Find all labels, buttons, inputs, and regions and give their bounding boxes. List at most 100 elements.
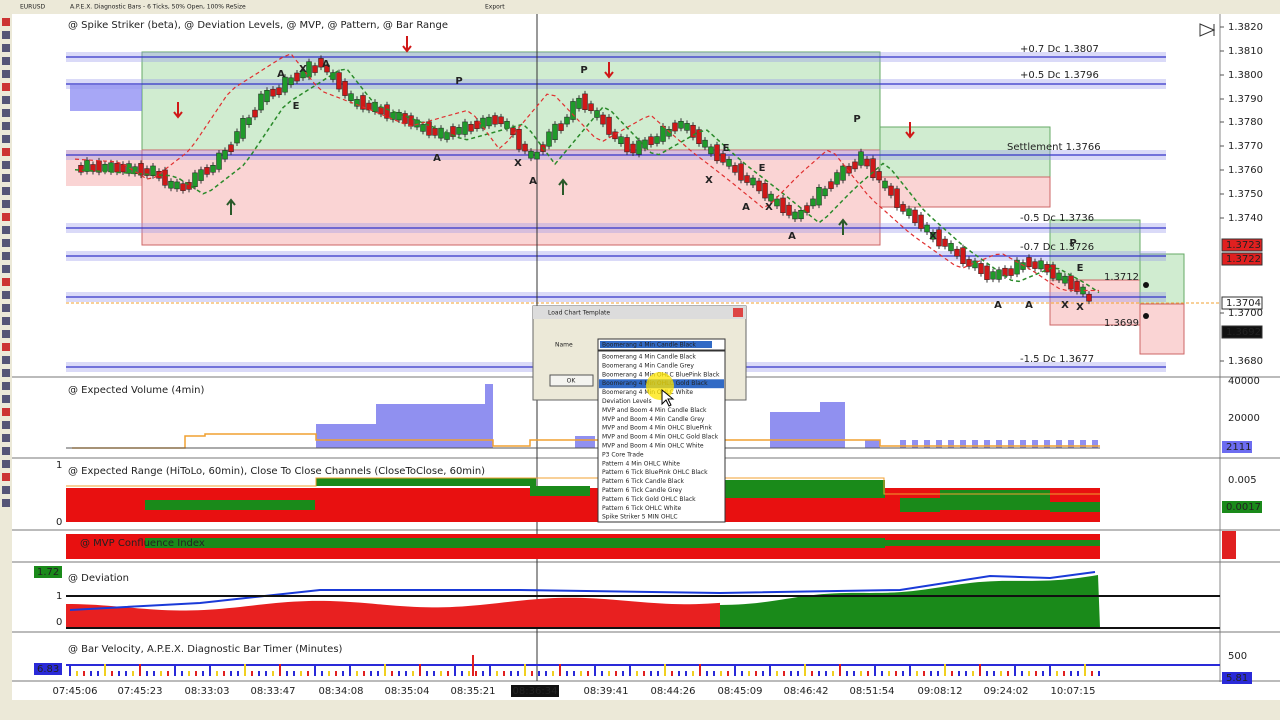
tool-icon[interactable] [2, 369, 10, 377]
candle [492, 115, 498, 125]
candle [486, 116, 492, 127]
tool-icon[interactable] [2, 96, 10, 104]
template-option[interactable]: MVP and Boom 4 Min OHLC Gold Black [602, 434, 719, 441]
candle [912, 209, 918, 224]
tool-icon[interactable] [2, 421, 10, 429]
tool-icon[interactable] [2, 18, 10, 26]
scroll-end-icon[interactable] [1199, 23, 1216, 37]
template-option[interactable]: MVP and Boom 4 Min OHLC White [602, 443, 704, 450]
candle [390, 112, 396, 120]
tool-icon[interactable] [2, 317, 10, 325]
time-label: 08:35:04 [385, 686, 430, 697]
tool-icon[interactable] [2, 291, 10, 299]
deviation-area [720, 575, 1100, 628]
candle [498, 116, 504, 125]
tool-icon[interactable] [2, 213, 10, 221]
template-option[interactable]: Boomerang 4 Min Candle Black [602, 354, 696, 361]
export-menu[interactable]: Export [485, 4, 505, 11]
template-option[interactable]: Pattern 6 Tick Candle Black [602, 478, 685, 485]
tool-icon[interactable] [2, 434, 10, 442]
tool-icon[interactable] [2, 304, 10, 312]
tool-icon[interactable] [2, 330, 10, 338]
candle [570, 101, 576, 120]
tool-icon[interactable] [2, 109, 10, 117]
volume-bar [865, 440, 880, 448]
tool-icon[interactable] [2, 265, 10, 273]
candle [684, 123, 690, 131]
tool-icon[interactable] [2, 44, 10, 52]
template-option[interactable]: Pattern 6 Tick Candle Grey [602, 487, 682, 494]
candle [780, 197, 786, 213]
panel-title: @ Expected Range (HiToLo, 60min), Close … [68, 466, 485, 477]
tool-icon[interactable] [2, 460, 10, 468]
template-option[interactable]: MVP and Boom 4 Min Candle Black [602, 407, 707, 414]
template-option[interactable]: Pattern 4 Min OHLC White [602, 460, 680, 467]
tool-icon[interactable] [2, 499, 10, 507]
tool-icon[interactable] [2, 57, 10, 65]
tool-icon[interactable] [2, 486, 10, 494]
ok-button[interactable] [549, 374, 594, 387]
tool-icon[interactable] [2, 252, 10, 260]
tool-icon[interactable] [2, 122, 10, 130]
value-tag [1222, 441, 1252, 453]
candle [858, 151, 864, 166]
template-option[interactable]: P3 Core Trade [602, 451, 644, 458]
template-option[interactable]: Deviation Levels [602, 398, 652, 405]
tool-icon[interactable] [2, 31, 10, 39]
candle [1020, 262, 1026, 270]
tool-icon[interactable] [2, 161, 10, 169]
template-option[interactable]: Boomerang 4 Min Candle Grey [602, 362, 694, 369]
template-option[interactable]: Pattern 6 Tick OHLC White [602, 505, 681, 512]
value-tag [34, 566, 62, 578]
tool-icon[interactable] [2, 356, 10, 364]
tool-icon[interactable] [2, 447, 10, 455]
candle [612, 131, 618, 140]
left-axis-label: 1 [56, 460, 62, 471]
tool-icon[interactable] [2, 278, 10, 286]
tool-icon[interactable] [2, 70, 10, 78]
candle [102, 163, 108, 172]
candle [396, 111, 402, 121]
candle [846, 165, 852, 174]
tool-icon[interactable] [2, 473, 10, 481]
template-option[interactable]: MVP and Boom 4 Min OHLC BluePink [602, 425, 712, 432]
tool-icon[interactable] [2, 382, 10, 390]
pattern-marker: P [1069, 238, 1076, 249]
candle [804, 205, 810, 213]
candle [702, 139, 708, 148]
candle [534, 151, 540, 160]
candle [720, 153, 726, 163]
tool-icon[interactable] [2, 395, 10, 403]
volume-bar [936, 440, 942, 448]
volume-bar [1068, 440, 1074, 448]
pattern-marker: A [529, 176, 537, 187]
tool-icon[interactable] [2, 187, 10, 195]
template-option[interactable]: Pattern 6 Tick BluePink OHLC Black [602, 469, 708, 476]
candle [888, 185, 894, 196]
tool-icon[interactable] [2, 148, 10, 156]
time-label: 09:08:12 [918, 686, 963, 697]
axis-label: 20000 [1228, 413, 1260, 424]
close-button[interactable] [733, 308, 743, 317]
value-tag-label: 6.83 [37, 664, 59, 675]
volume-bar [445, 404, 485, 448]
template-option[interactable]: Spike Striker 5 MIN OHLC [602, 514, 678, 521]
candle [222, 150, 228, 160]
tool-icon[interactable] [2, 174, 10, 182]
candle [288, 77, 294, 86]
tool-icon[interactable] [2, 135, 10, 143]
value-tag-label: 0.0017 [1226, 502, 1261, 513]
tool-icon[interactable] [2, 343, 10, 351]
tool-icon[interactable] [2, 408, 10, 416]
value-tag [1222, 531, 1236, 559]
price-axis-label: 1.3820 [1228, 22, 1263, 33]
tool-icon[interactable] [2, 200, 10, 208]
tool-icon[interactable] [2, 226, 10, 234]
tool-icon[interactable] [2, 83, 10, 91]
candle [282, 76, 288, 93]
candle [354, 99, 360, 107]
tool-icon[interactable] [2, 239, 10, 247]
template-option[interactable]: Pattern 6 Tick Gold OHLC Black [602, 496, 696, 503]
template-option[interactable]: MVP and Boom 4 Min Candle Grey [602, 416, 705, 423]
